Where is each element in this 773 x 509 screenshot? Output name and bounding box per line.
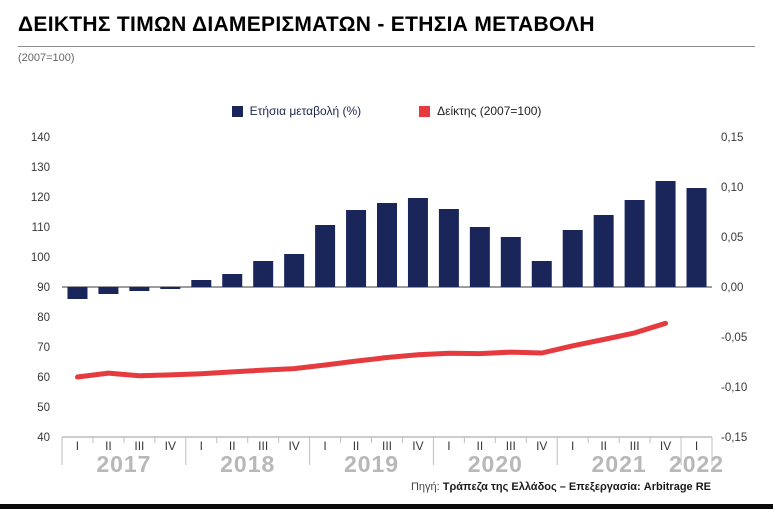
chart-header: ΔΕΙΚΤΗΣ ΤΙΜΩΝ ΔΙΑΜΕΡΙΣΜΑΤΩΝ - ΕΤΗΣΙΑ ΜΕΤ…: [18, 13, 755, 47]
svg-text:130: 130: [31, 162, 50, 174]
svg-text:I: I: [695, 439, 698, 453]
svg-text:50: 50: [37, 402, 50, 414]
svg-text:IV: IV: [288, 439, 299, 453]
svg-text:I: I: [447, 439, 450, 453]
svg-text:120: 120: [31, 192, 50, 204]
svg-text:I: I: [76, 439, 79, 453]
legend-label-annual-change: Ετήσια μεταβολή (%): [249, 104, 362, 118]
svg-text:IV: IV: [165, 439, 176, 453]
chart-svg: 40 50 60 70 80 90 100 110 120 130 140 0,15 0,10 0,05 0…: [31, 132, 747, 477]
svg-text:III: III: [258, 439, 268, 453]
line-series-swatch-icon: [419, 105, 431, 117]
source-note: Πηγή: Τράπεζα της Ελλάδος – Επεξεργασία:…: [411, 481, 711, 493]
chart-area: 40 50 60 70 80 90 100 110 120 130 140 0,15 0,10 0,05 0…: [0, 128, 773, 486]
svg-text:40: 40: [37, 432, 50, 444]
svg-text:I: I: [571, 439, 574, 453]
svg-text:70: 70: [37, 342, 50, 354]
svg-text:0,00: 0,00: [721, 282, 743, 294]
svg-text:I: I: [323, 439, 326, 453]
svg-text:II: II: [477, 439, 484, 453]
source-prefix: Πηγή:: [410, 481, 440, 493]
svg-text:2021: 2021: [592, 451, 647, 477]
svg-text:60: 60: [37, 372, 50, 384]
index-line: [74, 320, 669, 380]
svg-text:2019: 2019: [344, 451, 399, 477]
svg-text:III: III: [382, 439, 392, 453]
svg-text:III: III: [134, 439, 144, 453]
svg-text:0,15: 0,15: [721, 132, 743, 144]
bottom-divider: [0, 504, 773, 509]
svg-text:III: III: [506, 439, 516, 453]
bars-group: [67, 181, 707, 299]
svg-text:2017: 2017: [96, 451, 151, 477]
svg-text:I: I: [200, 439, 203, 453]
svg-text:0,10: 0,10: [721, 182, 743, 194]
svg-text:-0,15: -0,15: [721, 432, 747, 444]
svg-text:II: II: [353, 439, 360, 453]
legend-item-index: Δείκτης (2007=100): [419, 104, 541, 118]
source-text: Τράπεζα της Ελλάδος – Επεξεργασία: Arbit…: [442, 481, 711, 493]
svg-text:-0,10: -0,10: [721, 382, 747, 394]
svg-text:II: II: [105, 439, 112, 453]
svg-text:110: 110: [32, 222, 50, 234]
svg-text:2022: 2022: [669, 451, 724, 477]
svg-text:III: III: [630, 439, 640, 453]
svg-text:2018: 2018: [220, 451, 275, 477]
svg-text:140: 140: [31, 132, 50, 144]
svg-text:100: 100: [31, 252, 50, 264]
svg-text:0,05: 0,05: [721, 232, 743, 244]
svg-text:-0,05: -0,05: [721, 332, 747, 344]
svg-text:IV: IV: [660, 439, 671, 453]
svg-text:90: 90: [37, 282, 50, 294]
svg-text:IV: IV: [536, 439, 547, 453]
svg-text:II: II: [229, 439, 236, 453]
legend-label-index: Δείκτης (2007=100): [437, 104, 542, 118]
page-title: ΔΕΙΚΤΗΣ ΤΙΜΩΝ ΔΙΑΜΕΡΙΣΜΑΤΩΝ - ΕΤΗΣΙΑ ΜΕΤ…: [18, 13, 595, 36]
bar-series-swatch-icon: [231, 105, 243, 117]
chart-legend: Ετήσια μεταβολή (%) Δείκτης (2007=100): [0, 104, 773, 118]
chart-subtitle: (2007=100): [18, 52, 75, 64]
svg-text:2020: 2020: [468, 451, 523, 477]
svg-text:80: 80: [37, 312, 50, 324]
svg-text:IV: IV: [412, 439, 423, 453]
svg-text:II: II: [600, 439, 607, 453]
legend-item-annual-change: Ετήσια μεταβολή (%): [231, 104, 362, 118]
